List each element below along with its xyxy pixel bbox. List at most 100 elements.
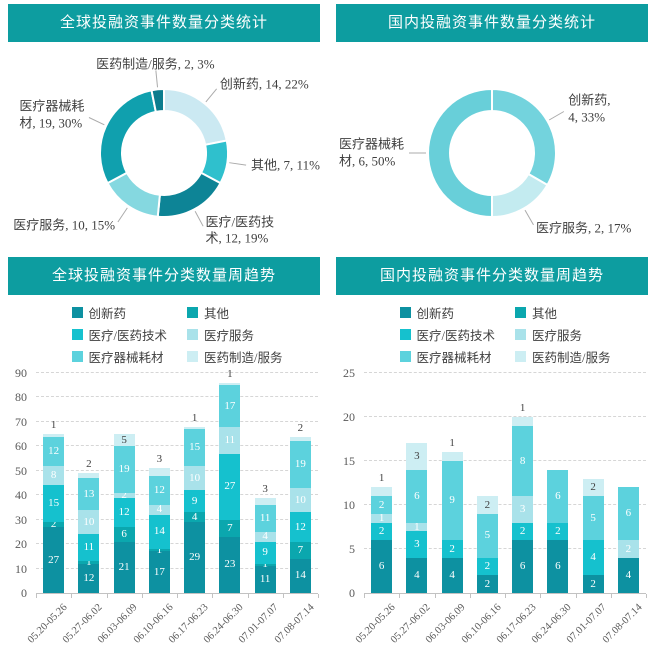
bar-value-label: 29 (189, 551, 201, 564)
bar-value-label: 2 (590, 480, 596, 493)
bar-segment-医疗/医药技术 (219, 453, 241, 520)
axis-tick (646, 594, 647, 598)
bar-segment-医疗服务 (148, 505, 170, 515)
bar-value-label: 27 (224, 480, 236, 493)
bar-segment-医疗服务 (43, 465, 65, 486)
bar-value-label: 2 (555, 524, 561, 537)
legend-swatch (515, 351, 526, 362)
bar-value-label: 6 (555, 489, 561, 502)
axis-tick (540, 594, 542, 598)
bar-segment-医疗器械耗材 (547, 469, 569, 523)
bar-segment-其他 (184, 512, 206, 523)
bar-value-label: 2 (50, 518, 57, 531)
bar-segment-创新药 (441, 557, 463, 593)
x-axis-labels: 05.20-05.26 05.27-06.02 06.03-06.09 06.10-0… (26, 596, 318, 652)
bar-segment-医疗服务 (371, 513, 393, 523)
y-axis-label: 10 (343, 498, 355, 512)
bar-segment-医疗服务 (289, 487, 311, 513)
bar-value-label: 4 (156, 503, 163, 516)
y-axis-label: 0 (21, 586, 27, 600)
bar-top-label: 2 (86, 458, 92, 471)
bar-segment-创新药 (371, 540, 393, 593)
bar-segment-医疗服务 (512, 496, 534, 523)
bar-value-label: 4 (625, 568, 632, 581)
legend-item-医疗/医药技术: 医疗/医药技术 (399, 325, 495, 344)
axis-baseline (364, 593, 646, 594)
grid-line (36, 469, 318, 471)
bar-segment-医疗器械耗材 (582, 496, 604, 541)
bar-value-label: 23 (224, 558, 236, 571)
bar-segment-医药制造/服务 (289, 436, 311, 442)
bar-segment-医疗服务 (113, 492, 135, 498)
legend-item-其他: 其他 (187, 303, 282, 322)
legend-item-医疗器械耗材: 医疗器械耗材 (71, 347, 167, 366)
legend-label: 创新药 (88, 307, 127, 321)
legend-item-医疗服务: 医疗服务 (515, 325, 610, 344)
bar-segment-医疗服务 (219, 426, 241, 454)
pie-label-医疗/医药技术: 医疗/医药技 术, 12, 19% (205, 213, 275, 246)
chart-title: 全球投融资事件分类数量周趋势 (8, 257, 320, 295)
bar-value-label: 4 (262, 530, 268, 543)
grid-line (36, 445, 318, 447)
bar-segment-医药制造/服务 (441, 452, 463, 461)
bar-segment-医疗/医药技术 (441, 540, 463, 558)
chart-title: 全球投融资事件数量分类统计 (8, 4, 320, 42)
grid-line (364, 372, 646, 373)
bar-value-label: 6 (378, 560, 385, 573)
pie-label-医疗器械耗材: 医疗器械耗 材, 6, 50% (338, 136, 404, 168)
bar-segment-医药制造/服务 (512, 417, 534, 426)
bar-value-label: 17 (224, 399, 236, 412)
bar-segment-创新药 (148, 551, 170, 593)
axis-tick (247, 594, 249, 598)
bar-segment-医药制造/服务 (184, 426, 206, 430)
legend-swatch (515, 329, 526, 340)
bar-segment-创新药 (184, 522, 206, 593)
bar-value-label: 1 (86, 555, 92, 568)
legend-item-医疗器械耗材: 医疗器械耗材 (399, 347, 495, 366)
bar-top-label: 1 (378, 472, 385, 485)
bar-value-label: 12 (83, 571, 95, 584)
pie-slice-医药制造/服务 (150, 87, 165, 113)
bar-value-label: 2 (121, 488, 127, 501)
domestic-donut-chart: 国内投融资事件数量分类统计 创新药, 4, 33% 医疗服务, 2, 17% 医疗器… (328, 0, 656, 253)
bar-value-label: 2 (484, 577, 491, 590)
bar-segment-创新药 (289, 558, 311, 593)
legend-label: 医疗/医药技术 (416, 329, 495, 343)
bar-value-label: 4 (414, 568, 420, 581)
bar-segment-医疗器械耗材 (254, 505, 276, 532)
y-axis-label: 20 (15, 537, 27, 552)
legend-label: 医疗服务 (532, 329, 583, 343)
bar-segment-医药制造/服务 (476, 496, 498, 514)
bar-value-label: 14 (153, 525, 165, 538)
bar-segment-医药制造/服务 (582, 478, 604, 497)
legend-swatch (399, 329, 411, 340)
bar-value-label: 9 (262, 546, 268, 559)
bar-segment-创新药 (254, 566, 276, 593)
bar-segment-医疗/医药技术 (43, 485, 65, 523)
bar-value-label: 6 (519, 560, 526, 573)
bar-segment-医药制造/服务 (254, 497, 276, 505)
legend-swatch (187, 329, 198, 340)
pie-slice-医疗服务 (491, 172, 549, 219)
pie-label-医疗服务: 医疗服务, 10, 15% (13, 217, 116, 233)
axis-tick (177, 594, 178, 598)
bar-value-label: 5 (590, 511, 596, 524)
bar-segment-医疗/医药技术 (371, 522, 393, 541)
pie-leader-line (194, 210, 204, 227)
y-axis-label: 90 (15, 366, 27, 380)
legend-swatch (71, 351, 83, 362)
pie-leader-line (88, 117, 105, 126)
bar-segment-其他 (219, 519, 241, 537)
pie-label-医药制造/服务: 医药制造/服务, 2, 3% (96, 57, 215, 73)
chart-legend: 创新药 其他 医疗/医药技术 医疗服务 医疗器械耗材 医药制造/服务 (364, 303, 646, 366)
y-axis-label: 10 (15, 561, 27, 576)
legend-swatch (187, 307, 198, 318)
bar-top-label: 1 (50, 419, 57, 432)
y-axis-label: 50 (15, 463, 27, 478)
bar-value-label: 17 (153, 565, 165, 578)
global-donut-chart: 全球投融资事件数量分类统计 创新药, 14, 22% 其他, 7, 11% 医疗/医… (0, 0, 328, 253)
bar-segment-医疗服务 (184, 465, 206, 491)
bar-value-label: 2 (519, 524, 526, 537)
bar-segment-其他 (113, 527, 135, 542)
x-axis-labels: 05.20-05.26 05.27-06.02 06.03-06.09 06.10-0… (354, 596, 646, 652)
